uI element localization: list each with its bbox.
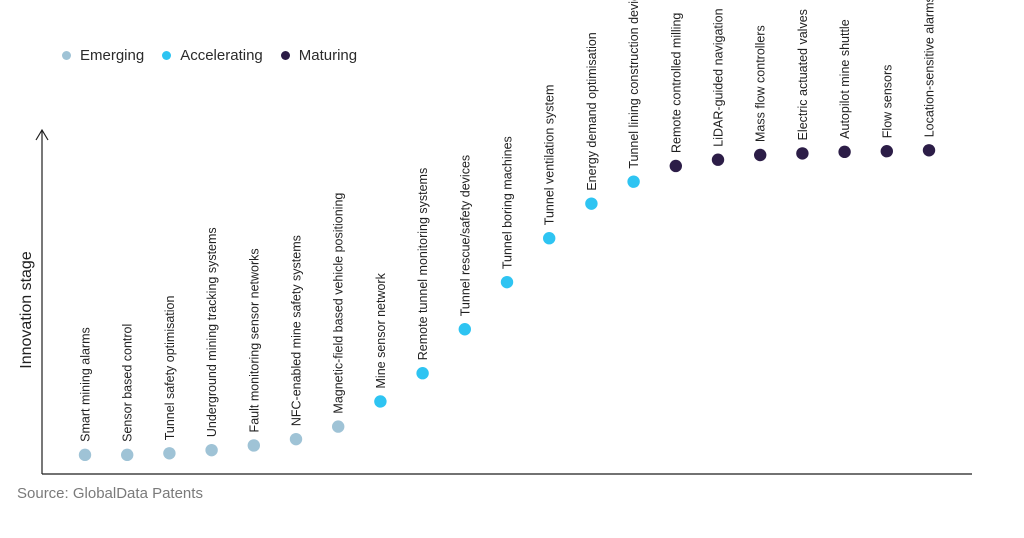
- legend-label-accelerating: Accelerating: [180, 47, 263, 64]
- category-label-tunnel-safety-optimisation: Tunnel safety optimisation: [163, 295, 177, 440]
- legend-item-maturing: Maturing: [280, 47, 358, 64]
- point-nfc-enabled-mine-safety-systems: [289, 432, 303, 446]
- legend-item-accelerating: Accelerating: [162, 47, 263, 64]
- point-mine-sensor-network: [374, 395, 387, 408]
- category-label-magnetic-field-based-vehicle-positioning: Magnetic-field based vehicle positioning: [332, 193, 346, 414]
- category-label-fault-monitoring-sensor-networks: Fault monitoring sensor networks: [247, 248, 261, 432]
- points-layer: Smart mining alarms Sensor based control T…: [78, 0, 937, 462]
- category-label-tunnel-boring-machines: Tunnel boring machines: [501, 136, 515, 269]
- legend-label-emerging: Emerging: [80, 47, 145, 64]
- point-mass-flow-controllers: [754, 148, 767, 162]
- category-label-remote-tunnel-monitoring-systems: Remote tunnel monitoring systems: [416, 168, 430, 360]
- category-label-mine-sensor-network: Mine sensor network: [374, 272, 388, 388]
- category-label-tunnel-ventilation-system: Tunnel ventilation system: [543, 85, 557, 226]
- category-label-tunnel-rescue-safety-devices: Tunnel rescue/safety devices: [458, 155, 472, 316]
- point-smart-mining-alarms: [78, 448, 92, 462]
- category-label-mass-flow-controllers: Mass flow controllers: [754, 25, 768, 142]
- category-label-energy-demand-optimisation: Energy demand optimisation: [585, 32, 599, 190]
- category-label-electric-actuated-valves: Electric actuated valves: [796, 9, 810, 140]
- point-underground-mining-tracking-systems: [205, 443, 218, 457]
- point-energy-demand-optimisation: [585, 197, 598, 210]
- y-axis-arrow: [35, 128, 49, 141]
- category-label-sensor-based-control: Sensor based control: [121, 324, 135, 442]
- point-fault-monitoring-sensor-networks: [247, 439, 260, 452]
- legend-dot-maturing: [280, 51, 290, 60]
- legend-item-emerging: Emerging: [62, 47, 144, 64]
- category-label-autopilot-mine-shuttle: Autopilot mine shuttle: [838, 19, 852, 139]
- point-remote-controlled-milling: [669, 159, 682, 173]
- category-label-flow-sensors: Flow sensors: [880, 65, 894, 139]
- point-lidar-guided-navigation: [711, 153, 725, 166]
- y-axis-label: Innovation stage: [18, 251, 35, 369]
- point-sensor-based-control: [121, 448, 134, 462]
- y-axis: [35, 128, 49, 474]
- point-magnetic-field-based-vehicle-positioning: [332, 420, 345, 433]
- legend-label-maturing: Maturing: [298, 47, 358, 64]
- category-label-location-sensitive-alarms: Location-sensitive alarms: [923, 0, 937, 137]
- category-label-smart-mining-alarms: Smart mining alarms: [79, 327, 93, 442]
- legend-dot-emerging: [62, 51, 71, 60]
- category-label-nfc-enabled-mine-safety-systems: NFC-enabled mine safety systems: [290, 235, 304, 426]
- point-tunnel-ventilation-system: [543, 232, 556, 245]
- category-label-underground-mining-tracking-systems: Underground mining tracking systems: [205, 227, 219, 437]
- point-autopilot-mine-shuttle: [838, 145, 851, 159]
- point-electric-actuated-valves: [796, 147, 809, 160]
- point-location-sensitive-alarms: [922, 144, 936, 157]
- category-label-tunnel-lining-construction-devices: Tunnel lining construction devices: [627, 0, 641, 169]
- point-flow-sensors: [880, 145, 893, 158]
- category-label-remote-controlled-milling: Remote controlled milling: [669, 13, 683, 153]
- legend-dot-accelerating: [162, 51, 172, 60]
- point-tunnel-rescue-safety-devices: [458, 323, 471, 336]
- legend: Emerging Accelerating Maturing: [62, 47, 357, 64]
- category-label-lidar-guided-navigation: LiDAR-guided navigation: [712, 8, 726, 146]
- source-note: Source: GlobalData Patents: [17, 485, 203, 502]
- point-remote-tunnel-monitoring-systems: [416, 367, 429, 380]
- point-tunnel-safety-optimisation: [163, 447, 176, 460]
- point-tunnel-boring-machines: [500, 275, 514, 289]
- point-tunnel-lining-construction-devices: [627, 175, 640, 188]
